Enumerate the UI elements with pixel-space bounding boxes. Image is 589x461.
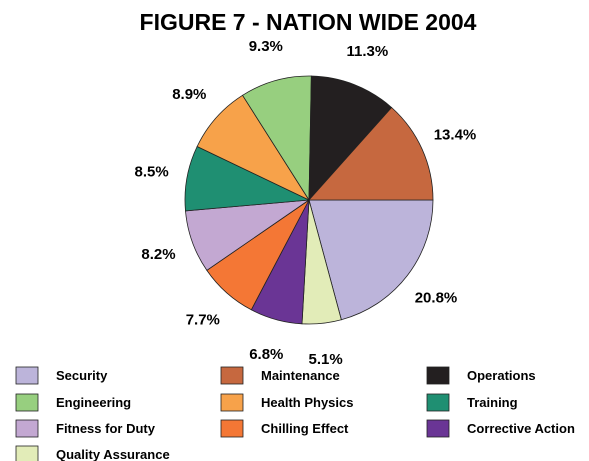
data-label-chilling-effect: 7.7% <box>186 312 220 329</box>
legend-swatch <box>220 366 244 385</box>
data-label-corrective-action: 6.8% <box>249 346 283 363</box>
legend-item-training: Training <box>426 393 518 412</box>
legend-swatch <box>220 393 244 412</box>
pie-slice-security <box>308 199 434 321</box>
legend-swatch <box>426 419 450 438</box>
data-label-security: 20.8% <box>415 289 458 306</box>
legend-swatch <box>15 419 39 438</box>
legend-item-health-physics: Health Physics <box>220 393 354 412</box>
legend-label: Training <box>467 395 518 410</box>
data-label-health-physics: 8.9% <box>172 86 206 103</box>
legend-item-operations: Operations <box>426 366 536 385</box>
legend-label: Security <box>56 368 108 383</box>
legend-swatch <box>220 419 244 438</box>
data-label-engineering: 9.3% <box>249 38 283 55</box>
chart-title: FIGURE 7 - NATION WIDE 2004 <box>140 9 477 35</box>
legend: Security Maintenance Operations Engineering… <box>15 366 575 461</box>
legend-label: Corrective Action <box>467 421 575 436</box>
legend-label: Operations <box>467 368 536 383</box>
legend-item-quality-assurance: Quality Assurance <box>15 445 170 461</box>
legend-label: Chilling Effect <box>261 421 349 436</box>
data-label-operations: 11.3% <box>347 43 389 60</box>
legend-label: Quality Assurance <box>56 447 170 461</box>
data-label-training: 8.5% <box>134 164 168 181</box>
legend-item-engineering: Engineering <box>15 393 131 412</box>
legend-label: Maintenance <box>261 368 340 383</box>
legend-swatch <box>426 366 450 385</box>
legend-item-corrective-action: Corrective Action <box>426 419 575 438</box>
legend-item-maintenance: Maintenance <box>220 366 340 385</box>
legend-swatch <box>15 393 39 412</box>
pie-slice-operations <box>308 75 393 202</box>
pie-data-labels: 20.8% 5.1% 6.8% 7.7% 8.2% 8.5% 8.9% 9.3% 11.3% 13… <box>134 38 476 368</box>
legend-label: Engineering <box>56 395 131 410</box>
legend-label: Health Physics <box>261 395 354 410</box>
data-label-maintenance: 13.4% <box>434 127 477 144</box>
data-label-quality-assurance: 5.1% <box>308 351 342 368</box>
pie-slices <box>184 75 434 325</box>
legend-swatch <box>15 445 39 461</box>
data-label-fitness-for-duty: 8.2% <box>141 246 175 263</box>
legend-item-fitness-for-duty: Fitness for Duty <box>15 419 156 438</box>
legend-label: Fitness for Duty <box>56 421 156 436</box>
legend-swatch <box>426 393 450 412</box>
pie-slice-maintenance <box>308 106 434 201</box>
legend-item-chilling-effect: Chilling Effect <box>220 419 349 438</box>
legend-item-security: Security <box>15 366 108 385</box>
legend-swatch <box>15 366 39 385</box>
